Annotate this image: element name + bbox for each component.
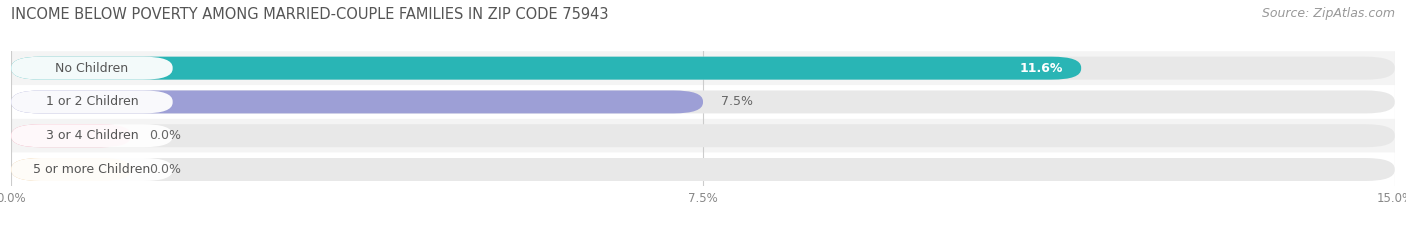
Text: INCOME BELOW POVERTY AMONG MARRIED-COUPLE FAMILIES IN ZIP CODE 75943: INCOME BELOW POVERTY AMONG MARRIED-COUPL… [11, 7, 609, 22]
FancyBboxPatch shape [11, 124, 173, 147]
Text: 0.0%: 0.0% [149, 163, 181, 176]
FancyBboxPatch shape [11, 90, 173, 113]
Text: 7.5%: 7.5% [721, 96, 754, 108]
Text: 3 or 4 Children: 3 or 4 Children [45, 129, 138, 142]
FancyBboxPatch shape [11, 119, 1395, 153]
Text: 5 or more Children: 5 or more Children [34, 163, 150, 176]
FancyBboxPatch shape [11, 158, 1395, 181]
FancyBboxPatch shape [11, 57, 173, 80]
FancyBboxPatch shape [11, 124, 1395, 147]
FancyBboxPatch shape [11, 51, 1395, 85]
FancyBboxPatch shape [11, 124, 131, 147]
Text: No Children: No Children [55, 62, 128, 75]
FancyBboxPatch shape [11, 158, 173, 181]
FancyBboxPatch shape [11, 158, 131, 181]
Text: 11.6%: 11.6% [1019, 62, 1063, 75]
FancyBboxPatch shape [11, 85, 1395, 119]
FancyBboxPatch shape [11, 90, 703, 113]
Text: 0.0%: 0.0% [149, 129, 181, 142]
FancyBboxPatch shape [11, 90, 1395, 113]
FancyBboxPatch shape [11, 153, 1395, 186]
FancyBboxPatch shape [11, 57, 1081, 80]
FancyBboxPatch shape [11, 57, 1395, 80]
Text: Source: ZipAtlas.com: Source: ZipAtlas.com [1261, 7, 1395, 20]
Text: 1 or 2 Children: 1 or 2 Children [45, 96, 138, 108]
